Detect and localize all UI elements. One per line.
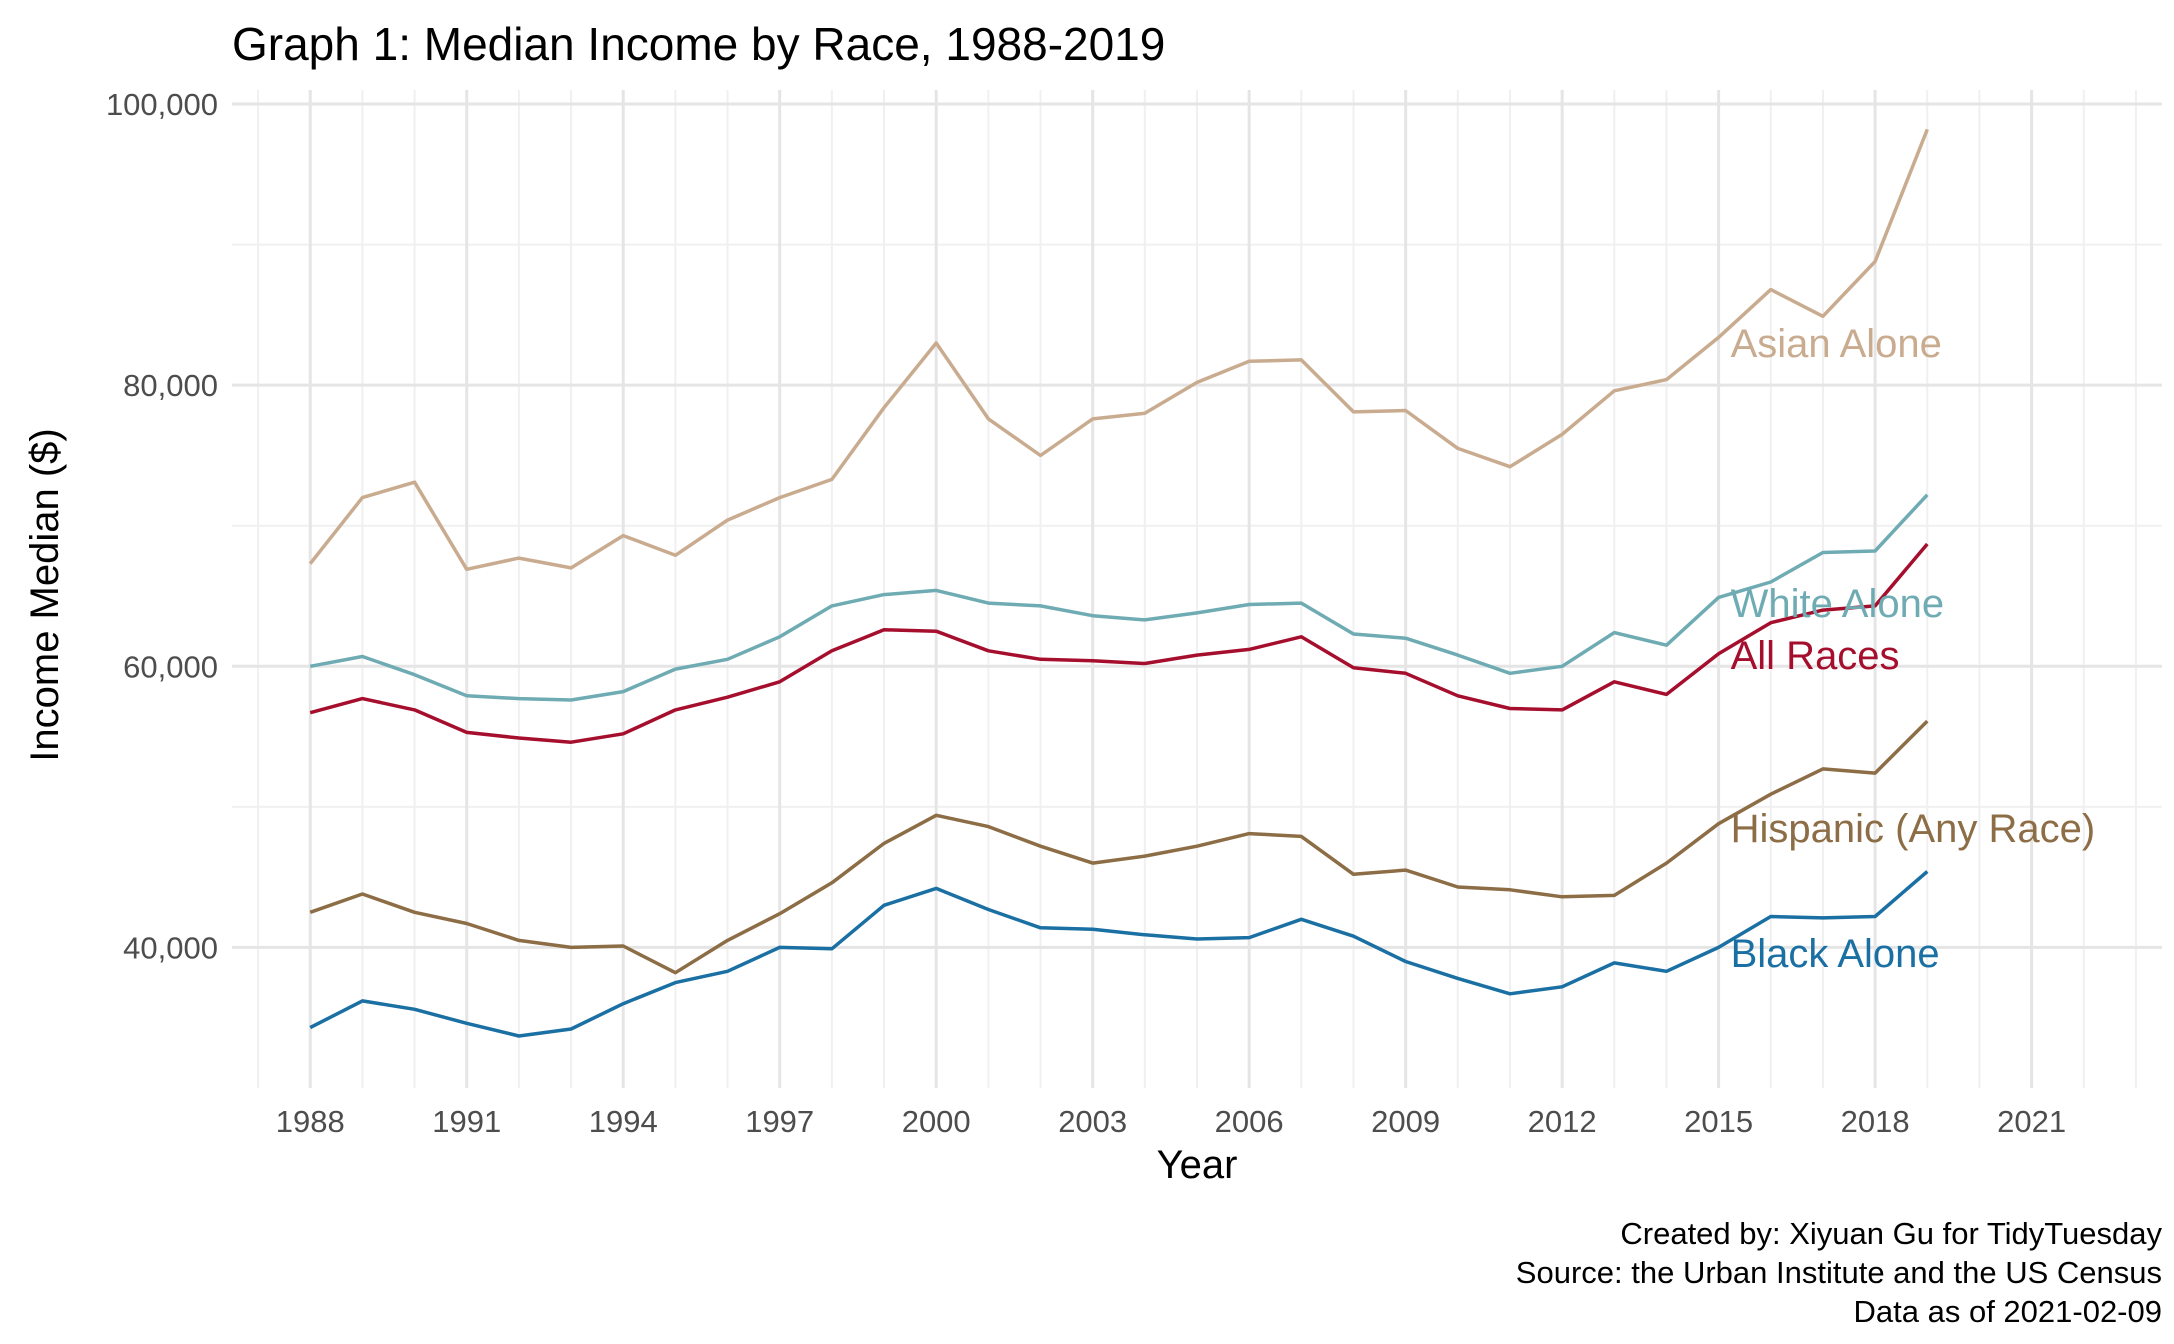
x-tick-label: 2012 (1528, 1104, 1597, 1139)
series-line-1 (309, 493, 1929, 702)
x-axis-ticks: 1988 1991 1994 1997 2000 2003 2006 2009 2012 2015… (276, 1104, 2066, 1139)
x-tick-label: 1988 (276, 1104, 345, 1139)
series-lines (308, 128, 1929, 1038)
chart-title: Graph 1: Median Income by Race, 1988-201… (232, 18, 1165, 70)
series-line-3 (309, 719, 1929, 975)
caption-credit: Created by: Xiyuan Gu for TidyTuesday (1620, 1216, 2162, 1251)
y-tick-label: 40,000 (123, 930, 218, 965)
series-line-4 (309, 870, 1929, 1038)
x-tick-label: 2003 (1058, 1104, 1127, 1139)
series-line-2 (309, 542, 1929, 744)
x-tick-label: 1994 (589, 1104, 658, 1139)
series-label-1: White Alone (1731, 582, 1944, 626)
series-label-4: Black Alone (1731, 932, 1940, 976)
x-tick-label: 2000 (902, 1104, 971, 1139)
x-axis-title: Year (1157, 1143, 1238, 1187)
x-tick-label: 1991 (432, 1104, 501, 1139)
x-tick-label: 2006 (1215, 1104, 1284, 1139)
x-tick-label: 2009 (1371, 1104, 1440, 1139)
y-axis-ticks: 40,000 60,000 80,000 100,000 (106, 87, 218, 965)
series-label-3: Hispanic (Any Race) (1731, 807, 2096, 851)
x-tick-label: 2021 (1997, 1104, 2066, 1139)
series-labels: Asian Alone White Alone All Races Hispanic … (1731, 322, 2096, 976)
caption-date: Data as of 2021-02-09 (1854, 1294, 2163, 1329)
y-tick-label: 80,000 (123, 368, 218, 403)
series-line-0 (308, 128, 1929, 572)
x-tick-label: 2015 (1684, 1104, 1753, 1139)
series-label-0: Asian Alone (1731, 322, 1942, 366)
caption-source: Source: the Urban Institute and the US C… (1516, 1255, 2162, 1290)
y-tick-label: 60,000 (123, 649, 218, 684)
gridlines (232, 90, 2162, 1088)
x-tick-label: 2018 (1841, 1104, 1910, 1139)
y-tick-label: 100,000 (106, 87, 218, 122)
x-tick-label: 1997 (745, 1104, 814, 1139)
y-axis-title: Income Median ($) (23, 428, 67, 761)
series-label-2: All Races (1731, 634, 1900, 678)
